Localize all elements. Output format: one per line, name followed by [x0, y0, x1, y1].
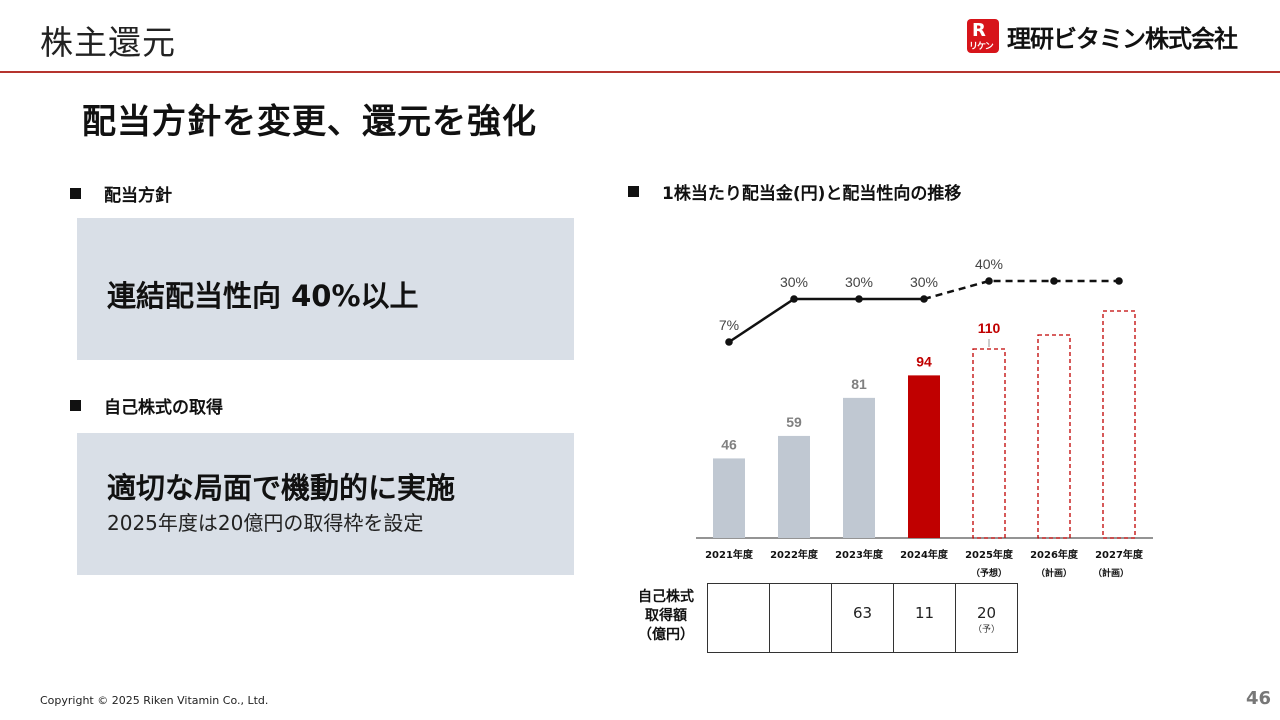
- x-tick-sublabel: （予想）: [971, 567, 1007, 579]
- payout-point: [985, 277, 993, 285]
- buyback-section-label: 自己株式の取得: [70, 393, 223, 418]
- table-cell: 11: [894, 584, 956, 652]
- payout-label: 30%: [780, 274, 808, 290]
- x-tick-sublabel: （計画）: [1093, 567, 1129, 579]
- x-tick-label: 2026年度: [1030, 548, 1079, 561]
- dividend-bar-forecast: [1037, 334, 1071, 539]
- company-name: 理研ビタミン株式会社: [1007, 24, 1238, 53]
- policy-text: 連結配当性向 40%以上: [107, 279, 419, 313]
- header-divider: [0, 71, 1280, 73]
- bar-value-label: 94: [916, 353, 932, 369]
- payout-label: 30%: [910, 274, 938, 290]
- payout-point: [855, 295, 863, 303]
- cell-value: 63: [852, 604, 873, 622]
- buyback-subtext: 2025年度は20億円の取得枠を設定: [107, 511, 424, 535]
- main-heading: 配当方針を変更、還元を強化: [82, 102, 537, 142]
- payout-label: 7%: [719, 317, 739, 333]
- payout-point: [790, 295, 798, 303]
- table-cell: 63: [832, 584, 894, 652]
- bar-value-label: 81: [851, 376, 867, 392]
- dividend-bar: [843, 397, 875, 538]
- dividend-bar: [713, 458, 745, 538]
- payout-point: [1115, 277, 1123, 285]
- bar-value-label: 110: [978, 320, 1001, 336]
- x-tick-label: 2027年度: [1095, 548, 1144, 561]
- payout-point: [1050, 277, 1058, 285]
- page-number: 46: [1246, 688, 1272, 709]
- table-cell: 20 （予）: [956, 584, 1017, 652]
- square-bullet-icon: [628, 186, 639, 197]
- page-title: 株主還元: [40, 23, 176, 62]
- dividend-bar: [908, 375, 940, 538]
- dividend-bar-forecast: [1102, 310, 1136, 539]
- logo-mark-sub: リケン: [969, 42, 994, 52]
- bar-value-label: 59: [786, 414, 802, 430]
- logo-mark-letter: R: [972, 20, 986, 41]
- x-tick-label: 2021年度: [705, 548, 754, 561]
- dividend-bar-forecast: [972, 348, 1006, 539]
- company-logo: R リケン 理研ビタミン株式会社: [967, 19, 1238, 53]
- buyback-table: 63 11 20 （予）: [707, 583, 1018, 653]
- payout-line-forecast: [923, 279, 1119, 301]
- buyback-row-header: 自己株式 取得額 （億円）: [628, 588, 704, 645]
- table-cell: [770, 584, 832, 652]
- buyback-panel: 適切な局面で機動的に実施 2025年度は20億円の取得枠を設定: [77, 433, 574, 575]
- table-cell: [708, 584, 770, 652]
- square-bullet-icon: [70, 188, 81, 199]
- payout-label: 40%: [975, 256, 1003, 272]
- chart-section-label: 1株当たり配当金(円)と配当性向の推移: [628, 179, 961, 204]
- cell-value: 11: [914, 604, 935, 622]
- row-header-line: （億円）: [638, 627, 694, 643]
- x-tick-label: 2023年度: [835, 548, 884, 561]
- chart-title: 1株当たり配当金(円)と配当性向の推移: [662, 184, 962, 204]
- logo-mark-icon: R リケン: [967, 19, 999, 53]
- x-tick-sublabel: （計画）: [1036, 567, 1072, 579]
- row-header-line: 取得額: [645, 608, 687, 624]
- row-header-line: 自己株式: [638, 589, 694, 605]
- policy-label: 配当方針: [104, 186, 172, 206]
- copyright: Copyright © 2025 Riken Vitamin Co., Ltd.: [40, 694, 269, 707]
- payout-line: [728, 297, 924, 344]
- x-tick-label: 2024年度: [900, 548, 949, 561]
- cell-value: 20: [976, 604, 997, 622]
- buyback-label: 自己株式の取得: [104, 398, 223, 418]
- buyback-text: 適切な局面で機動的に実施: [107, 471, 456, 505]
- payout-label: 30%: [845, 274, 873, 290]
- square-bullet-icon: [70, 400, 81, 411]
- payout-point: [725, 338, 733, 346]
- bar-value-label: 46: [721, 436, 737, 452]
- dividend-bar: [778, 435, 810, 538]
- cell-sub: （予）: [972, 625, 1000, 635]
- policy-section-label: 配当方針: [70, 181, 172, 206]
- payout-point: [920, 295, 928, 303]
- policy-panel: 連結配当性向 40%以上: [77, 218, 574, 360]
- x-tick-label: 2025年度: [965, 548, 1014, 561]
- x-tick-label: 2022年度: [770, 548, 819, 561]
